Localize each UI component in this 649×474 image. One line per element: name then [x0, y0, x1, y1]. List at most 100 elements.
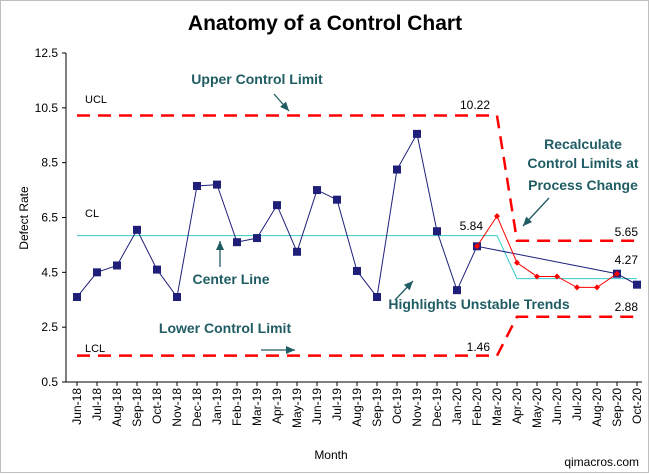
data-point-square — [453, 286, 461, 295]
x-tick-label: Nov-19 — [410, 388, 424, 427]
lcl-line — [77, 315, 637, 357]
x-tick-label: Dec-18 — [190, 388, 204, 427]
x-tick-label: Sep-20 — [610, 388, 624, 427]
data-point-square — [293, 247, 301, 256]
center-line-annotation: Center Line — [192, 271, 269, 287]
data-point-square — [273, 201, 281, 210]
control-limit-layer — [77, 114, 637, 357]
lcl-label: LCL — [85, 343, 105, 355]
center-line — [77, 235, 637, 280]
recalc-annotation-line2: Control Limits at — [527, 155, 639, 171]
y-tick-layer: 0.5 2.5 4.5 6.5 8.5 10.5 12.5 — [35, 46, 66, 389]
x-axis-title: Month — [314, 448, 347, 462]
y-tick-label: 12.5 — [35, 46, 59, 60]
x-tick-label: Aug-19 — [350, 388, 364, 427]
data-point-square — [133, 225, 141, 234]
recalc-arrow-head — [523, 216, 533, 226]
data-point-diamond — [574, 284, 580, 291]
plot-area — [65, 53, 642, 383]
x-tick-label: Feb-19 — [230, 388, 244, 426]
x-tick-label: Jun-19 — [310, 388, 324, 425]
data-point-square — [93, 268, 101, 277]
upper-limit-arrow-head — [280, 101, 289, 111]
ucl1-value-label: 10.22 — [460, 98, 490, 112]
x-tick-label: Jun-18 — [70, 388, 84, 425]
ucl2-value-label: 5.65 — [615, 225, 639, 239]
data-point-diamond — [554, 273, 560, 280]
x-tick-label: Mar-19 — [250, 388, 264, 426]
data-point-diamond — [614, 270, 620, 277]
y-tick-label: 4.5 — [41, 265, 58, 279]
x-tick-label: Sep-18 — [130, 388, 144, 427]
x-tick-label: Jul-20 — [570, 388, 584, 421]
x-tick-label: Mar-20 — [490, 388, 504, 426]
x-tick-label: Apr-19 — [270, 388, 284, 424]
x-tick-label: Oct-20 — [630, 388, 644, 424]
center-line-arrow-head — [216, 241, 224, 250]
ucl-line — [77, 114, 637, 243]
y-tick-label: 8.5 — [41, 156, 58, 170]
cl-label: CL — [85, 208, 99, 220]
recalc-annotation-line1: Recalculate — [544, 136, 622, 152]
data-point-square — [633, 280, 641, 289]
ucl-label: UCL — [85, 94, 107, 106]
x-tick-label: Jan-19 — [210, 388, 224, 425]
credit-text: qimacros.com — [564, 455, 639, 469]
data-point-diamond — [534, 273, 540, 280]
data-point-square — [433, 227, 441, 236]
data-point-square — [113, 261, 121, 270]
data-point-square — [353, 266, 361, 275]
x-tick-label: Jun-20 — [550, 388, 564, 425]
data-point-diamond — [494, 213, 500, 220]
data-point-square — [313, 186, 321, 195]
data-point-square — [233, 238, 241, 247]
x-tick-label: May-20 — [530, 388, 544, 428]
annotation-layer: Upper Control Limit Lower Control Limit … — [159, 71, 639, 336]
data-point-square — [393, 165, 401, 174]
x-tick-label: Nov-18 — [170, 388, 184, 427]
cl2-value-label: 4.27 — [615, 253, 639, 267]
x-tick-label: Feb-20 — [470, 388, 484, 426]
x-tick-label: Aug-18 — [110, 388, 124, 427]
upper-limit-annotation: Upper Control Limit — [191, 71, 323, 87]
chart-title: Anatomy of a Control Chart — [188, 12, 462, 35]
unstable-trends-arrow-head — [403, 281, 413, 291]
x-tick-label: Aug-20 — [590, 388, 604, 427]
y-tick-label: 10.5 — [35, 101, 59, 115]
x-tick-label: Sep-19 — [370, 388, 384, 427]
y-tick-label: 2.5 — [41, 320, 58, 334]
x-tick-layer: Jun-18 Jul-18 Aug-18 Sep-18 Oct-18 Nov-18 Dec-… — [70, 382, 644, 428]
x-tick-label: Dec-19 — [430, 388, 444, 427]
data-point-square — [373, 293, 381, 302]
data-point-square — [73, 293, 81, 302]
unstable-trends-annotation: Highlights Unstable Trends — [388, 296, 569, 312]
data-point-square — [333, 195, 341, 204]
lower-limit-annotation: Lower Control Limit — [159, 320, 292, 336]
x-tick-label: Jul-18 — [90, 388, 104, 421]
recalc-annotation-line3: Process Change — [528, 177, 638, 193]
x-tick-label: Apr-20 — [510, 388, 524, 424]
data-point-square — [173, 293, 181, 302]
lower-limit-arrow-head — [286, 346, 295, 354]
data-point-square — [413, 129, 421, 138]
x-tick-label: Oct-18 — [150, 388, 164, 424]
data-point-diamond — [514, 259, 520, 266]
x-tick-label: Jul-19 — [330, 388, 344, 421]
series-2-line — [476, 215, 618, 288]
x-tick-label: Oct-19 — [390, 388, 404, 424]
lcl1-value-label: 1.46 — [467, 340, 491, 354]
y-axis-title: Defect Rate — [17, 186, 31, 250]
y-tick-label: 0.5 — [41, 375, 58, 389]
annotation-arrow-layer — [216, 93, 550, 354]
lcl2-value-label: 2.88 — [615, 300, 639, 314]
cl1-value-label: 5.84 — [460, 219, 484, 233]
data-point-square — [153, 265, 161, 274]
x-tick-label: May-19 — [290, 388, 304, 428]
data-point-diamond — [474, 243, 480, 250]
x-tick-label: Jan-20 — [450, 388, 464, 425]
series-layer — [73, 129, 641, 302]
data-point-square — [213, 180, 221, 189]
data-point-square — [193, 181, 201, 190]
